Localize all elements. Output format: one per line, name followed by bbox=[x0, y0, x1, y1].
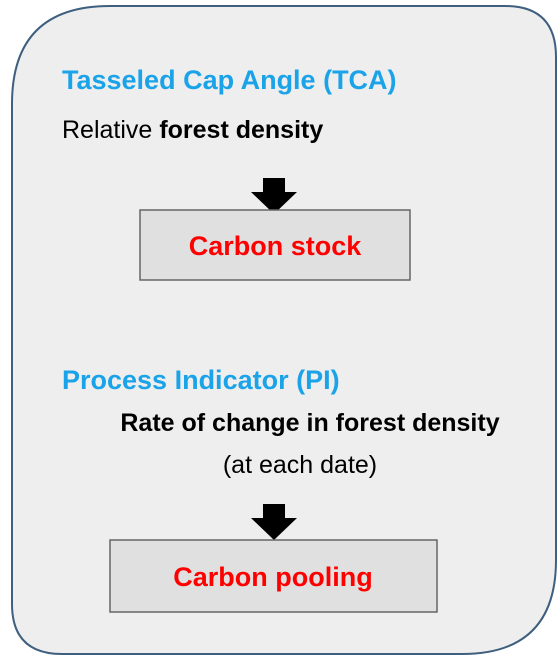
result-box bbox=[109, 539, 438, 613]
section-description: (at each date) bbox=[223, 451, 377, 479]
arrow bbox=[251, 178, 297, 214]
panel bbox=[11, 5, 557, 655]
section-title: Tasseled Cap Angle (TCA) bbox=[62, 65, 397, 95]
result-box bbox=[139, 209, 411, 281]
section-title: Process Indicator (PI) bbox=[62, 365, 340, 395]
description-text: Relative bbox=[62, 116, 152, 144]
result-text: Carbon stock bbox=[189, 231, 363, 261]
section-description: Relative forest density bbox=[62, 116, 323, 144]
section-description: Rate of change in forest density bbox=[120, 409, 499, 437]
description-text: forest density bbox=[159, 116, 323, 144]
result-text: Carbon pooling bbox=[173, 562, 372, 592]
arrow bbox=[251, 504, 297, 540]
